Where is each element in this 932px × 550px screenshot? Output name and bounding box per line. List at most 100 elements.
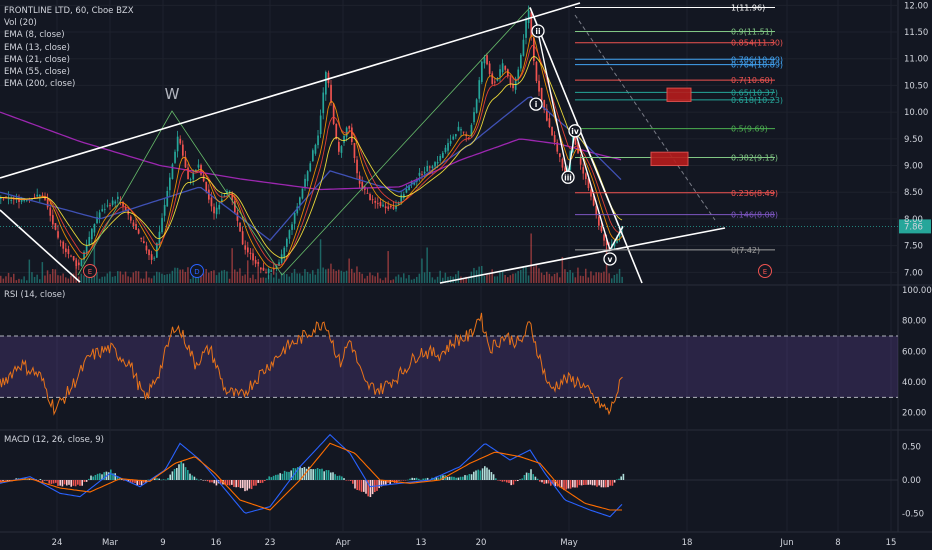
candle-body [80,259,83,267]
candle-body [283,247,286,258]
indicator-ema-200[interactable]: EMA (200, close) [4,79,76,90]
volume-bar [65,277,67,283]
macd-histogram-bar [143,480,145,483]
macd-histogram-bar [193,476,196,480]
volume-bar [20,279,23,283]
macd-histogram-bar [433,478,435,480]
macd-histogram-bar [286,471,288,480]
macd-histogram-bar [347,480,350,481]
volume-bar [78,276,80,283]
volume-bar [309,273,311,283]
volume-bar [270,273,272,283]
macd-histogram-bar [160,479,163,481]
candle-body [26,199,28,201]
candle-body [418,172,421,176]
volume-bar [384,277,387,283]
volume-bar [7,272,10,283]
volume-bar [176,267,179,283]
macd-histogram-bar [79,480,81,486]
volume-bar [231,248,233,283]
macd-histogram-bar [554,480,556,487]
indicator-ema-13[interactable]: EMA (13, close) [4,42,70,53]
candle-body [501,63,504,73]
rsi-pane[interactable] [0,312,898,416]
candle-body [111,200,114,205]
volume-bar [179,269,181,283]
candle-body [62,241,65,249]
volume-bar [93,242,96,283]
macd-histogram-bar [57,480,59,486]
candle-body [442,152,444,158]
rsi-label[interactable]: RSI (14, close) [4,290,66,300]
symbol-title[interactable]: FRONTLINE LTD, 60, Cboe BZX [4,6,134,16]
volume-bar [163,274,166,283]
indicator-vol[interactable]: Vol (20) [4,18,37,29]
macd-histogram-bar [587,480,589,485]
volume-bar [361,273,363,283]
indicator-ema-55[interactable]: EMA (55, close) [4,67,70,78]
volume-bar [613,274,616,283]
candle-body [122,202,124,207]
macd-histogram-bar [132,480,134,483]
candle-body [382,204,384,207]
rsi-tick-label: 40.00 [902,378,926,388]
candle-body [408,185,410,191]
volume-bar [621,276,623,283]
volume-bar [241,275,244,283]
candle-body [101,209,104,212]
time-tick-label: 23 [265,538,276,548]
candle-body [221,199,223,203]
left-trend-line [0,209,81,283]
volume-bar [559,277,561,283]
candle-body [403,194,405,199]
candle-body [257,261,260,264]
macd-histogram-bar [319,468,321,480]
volume-bar [189,279,192,283]
candle-body [249,252,252,254]
rsi-tick-label: 100.00 [902,286,932,296]
volume-bar [135,270,137,283]
fib-level-label: 0.7(10.60) [731,76,773,85]
macd-histogram-bar [424,478,427,480]
volume-bar [33,276,36,283]
volume-bar [26,280,28,283]
candle-body [132,222,135,227]
candle-body [137,229,140,234]
event-marker-label: E [88,268,92,276]
candle-body [88,236,91,245]
candle-body [343,135,345,143]
candle-body [579,157,582,165]
candle-body [551,127,553,136]
candle-body [598,216,600,226]
indicator-ema-21[interactable]: EMA (21, close) [4,54,70,65]
indicator-ema-8[interactable]: EMA (8, close) [4,30,65,41]
macd-histogram-bar [473,471,475,480]
volume-bar [98,278,101,283]
macd-histogram-bar [48,480,50,484]
price-tick-label: 9.00 [904,162,923,172]
volume-bar [127,276,129,283]
candle-body [600,225,603,232]
volume-bar [299,273,301,283]
macd-pane[interactable] [0,433,898,518]
macd-histogram-bar [270,477,273,480]
macd-label[interactable]: MACD (12, 26, close, 9) [4,435,104,445]
price-pane[interactable]: 1(11.96) 0.9(11.51) 0.854(11.30) 0.786(10.9… [0,0,898,284]
rsi-tick-label: 60.00 [902,347,926,357]
volume-bar [595,272,597,283]
macd-histogram-bar [506,480,508,483]
macd-histogram-bar [563,480,565,491]
macd-histogram-bar [561,480,563,489]
volume-bar [491,269,493,283]
candle-body [78,262,80,266]
macd-histogram-bar [242,480,244,488]
candle-body [65,248,67,253]
price-tick-label: 9.50 [904,135,923,145]
volume-bar [10,277,12,283]
macd-histogram-bar [409,478,411,480]
macd-histogram-bar [299,466,301,480]
volume-bar [332,269,335,283]
macd-histogram-bar [422,478,424,480]
candle-body [241,231,244,245]
